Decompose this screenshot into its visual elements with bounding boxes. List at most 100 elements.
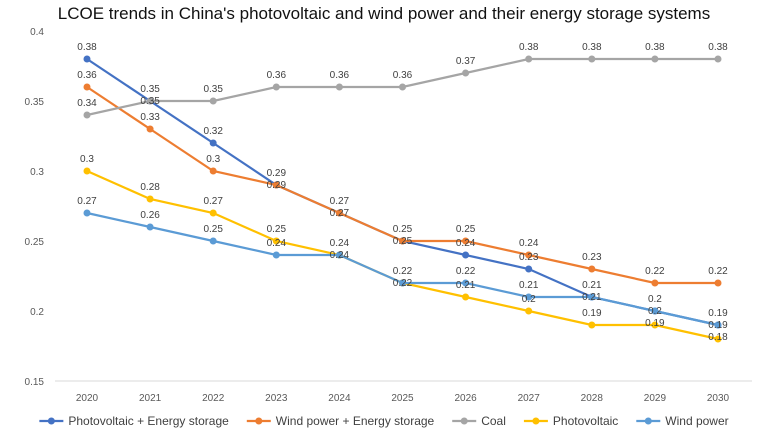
data-point	[525, 293, 533, 301]
data-label: 0.25	[267, 224, 287, 235]
data-label: 0.25	[393, 236, 413, 247]
data-label: 0.22	[645, 266, 665, 277]
legend-marker	[47, 417, 55, 425]
data-point	[146, 223, 154, 231]
data-label: 0.2	[522, 294, 536, 305]
data-label: 0.32	[203, 126, 223, 137]
data-point	[209, 139, 217, 147]
data-label: 0.22	[708, 266, 728, 277]
x-tick-label: 2023	[265, 393, 288, 404]
data-point	[83, 111, 91, 119]
data-label: 0.25	[456, 224, 476, 235]
data-label: 0.27	[203, 196, 223, 207]
data-point	[399, 279, 406, 287]
data-label: 0.33	[140, 112, 160, 123]
x-tick-label: 2021	[139, 393, 162, 404]
data-point	[272, 251, 280, 259]
y-tick-label: 0.15	[25, 377, 45, 388]
data-label: 0.24	[330, 250, 350, 261]
data-point	[83, 167, 91, 175]
data-point	[209, 237, 217, 245]
data-point	[83, 209, 91, 217]
data-point	[651, 55, 659, 63]
x-tick-label: 2026	[454, 393, 477, 404]
data-point	[272, 83, 280, 91]
data-label: 0.27	[77, 196, 97, 207]
series-line	[86, 169, 719, 341]
data-label: 0.21	[582, 280, 602, 291]
legend-label: Coal	[481, 414, 506, 428]
data-label: 0.35	[140, 84, 160, 95]
data-label: 0.36	[77, 70, 97, 81]
data-label: 0.19	[708, 320, 728, 331]
x-tick-label: 2030	[707, 393, 730, 404]
data-point	[146, 97, 154, 105]
y-tick-label: 0.3	[30, 167, 44, 178]
data-label: 0.36	[267, 70, 287, 81]
legend-label: Photovoltaic	[553, 414, 618, 428]
data-label: 0.38	[77, 42, 97, 53]
data-label: 0.21	[582, 292, 602, 303]
data-point	[462, 251, 470, 259]
data-point	[335, 209, 343, 217]
x-tick-label: 2027	[518, 393, 541, 404]
data-point	[272, 237, 280, 245]
data-label: 0.18	[708, 332, 728, 343]
data-point	[525, 307, 533, 315]
data-point	[714, 55, 722, 63]
data-point	[335, 251, 343, 259]
y-tick-label: 0.25	[25, 237, 45, 248]
data-label: 0.27	[330, 196, 350, 207]
legend-marker	[460, 417, 468, 425]
x-tick-label: 2029	[644, 393, 667, 404]
data-point	[714, 279, 722, 287]
data-label: 0.29	[267, 180, 287, 191]
data-point	[525, 55, 533, 63]
legend-marker	[644, 417, 652, 425]
data-point	[588, 293, 596, 301]
data-label: 0.36	[393, 70, 413, 81]
data-label: 0.34	[77, 98, 97, 109]
data-label: 0.24	[519, 238, 539, 249]
legend-label: Wind power + Energy storage	[276, 414, 435, 428]
x-tick-label: 2020	[76, 393, 99, 404]
data-label: 0.38	[582, 42, 602, 53]
data-point	[399, 83, 406, 91]
data-label: 0.19	[645, 318, 665, 329]
data-point	[462, 237, 470, 245]
x-tick-label: 2022	[202, 393, 225, 404]
data-label: 0.22	[393, 278, 413, 289]
data-label: 0.24	[267, 238, 287, 249]
data-point	[525, 251, 533, 259]
data-point	[146, 125, 154, 133]
data-point	[651, 321, 659, 329]
x-tick-label: 2024	[328, 393, 351, 404]
data-point	[462, 293, 470, 301]
data-point	[209, 97, 217, 105]
data-label: 0.36	[330, 70, 350, 81]
data-label: 0.29	[267, 168, 287, 179]
data-point	[588, 55, 596, 63]
data-point	[588, 321, 596, 329]
legend-marker	[532, 417, 540, 425]
data-label: 0.2	[648, 294, 662, 305]
data-label: 0.24	[456, 238, 476, 249]
data-label: 0.19	[582, 308, 602, 319]
data-point	[588, 265, 596, 273]
data-label: 0.2	[648, 306, 662, 317]
data-point	[462, 279, 470, 287]
series-line	[86, 86, 718, 285]
y-tick-label: 0.2	[30, 307, 44, 318]
data-point	[714, 321, 722, 329]
data-label: 0.38	[645, 42, 665, 53]
data-label: 0.35	[140, 96, 160, 107]
chart-title: LCOE trends in China's photovoltaic and …	[57, 4, 711, 23]
data-point	[209, 167, 217, 175]
data-point	[525, 265, 533, 273]
data-label: 0.38	[708, 42, 728, 53]
data-point	[209, 209, 217, 217]
data-point	[272, 181, 280, 189]
data-label: 0.21	[456, 280, 476, 291]
data-label: 0.3	[206, 154, 220, 165]
